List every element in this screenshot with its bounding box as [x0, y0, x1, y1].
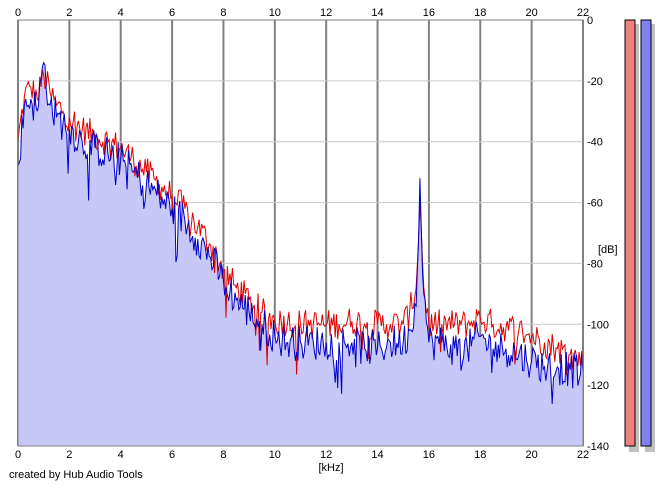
- x-tick-bottom-20: 20: [526, 449, 538, 461]
- y-tick--140: -140: [587, 441, 609, 453]
- x-tick-top-14: 14: [371, 7, 383, 19]
- x-tick-top-16: 16: [423, 7, 435, 19]
- y-tick--20: -20: [587, 76, 603, 88]
- y-tick-0: 0: [587, 15, 593, 27]
- area-fill: [18, 62, 583, 446]
- x-tick-bottom-8: 8: [220, 449, 226, 461]
- x-tick-top-20: 20: [526, 7, 538, 19]
- x-tick-labels-bottom: 0 2 4 6 8 10 12 14 16 18 20 22: [15, 449, 589, 461]
- y-tick--40: -40: [587, 137, 603, 149]
- y-tick-labels: 0 -20 -40 -60 -80 -100 -120 -140: [587, 15, 609, 453]
- x-tick-bottom-16: 16: [423, 449, 435, 461]
- x-axis-label: [kHz]: [318, 462, 343, 474]
- x-tick-top-22: 22: [577, 7, 589, 19]
- right-level-meter: [640, 19, 652, 447]
- plot-border: [17, 19, 584, 447]
- left-level-meter: [624, 19, 636, 447]
- x-tick-bottom-6: 6: [169, 449, 175, 461]
- credit-text: created by Hub Audio Tools: [9, 469, 143, 481]
- x-tick-top-2: 2: [66, 7, 72, 19]
- y-tick--80: -80: [587, 258, 603, 270]
- x-tick-top-6: 6: [169, 7, 175, 19]
- x-tick-top-4: 4: [118, 7, 124, 19]
- y-axis-label: [dB]: [598, 244, 618, 256]
- x-tick-top-10: 10: [269, 7, 281, 19]
- x-tick-top-18: 18: [474, 7, 486, 19]
- series-right-channel-line: [17, 61, 584, 405]
- x-tick-top-8: 8: [220, 7, 226, 19]
- x-tick-bottom-2: 2: [66, 449, 72, 461]
- y-tick--120: -120: [587, 380, 609, 392]
- y-tick--100: -100: [587, 319, 609, 331]
- x-tick-bottom-18: 18: [474, 449, 486, 461]
- x-tick-bottom-12: 12: [320, 449, 332, 461]
- x-tick-bottom-4: 4: [118, 449, 124, 461]
- x-tick-bottom-14: 14: [371, 449, 383, 461]
- x-tick-top-12: 12: [320, 7, 332, 19]
- series-left-channel-line: [17, 69, 584, 376]
- x-tick-bottom-0: 0: [15, 449, 21, 461]
- x-tick-labels-top: 0 2 4 6 8 10 12 14 16 18 20 22: [15, 7, 589, 19]
- x-tick-top-0: 0: [15, 7, 21, 19]
- y-tick--60: -60: [587, 198, 603, 210]
- x-tick-bottom-10: 10: [269, 449, 281, 461]
- x-tick-bottom-22: 22: [577, 449, 589, 461]
